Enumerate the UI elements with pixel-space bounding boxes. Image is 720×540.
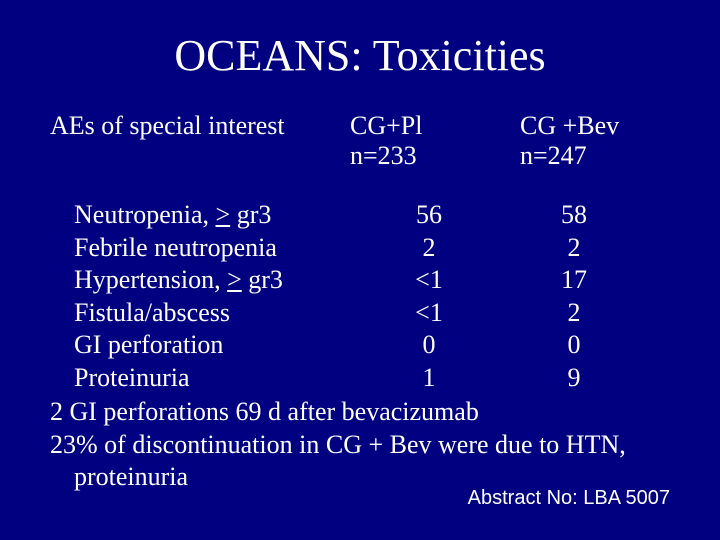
- value-col2: 58: [504, 199, 644, 232]
- ae-label: Febrile neutropenia: [50, 232, 354, 265]
- value-col1: 56: [354, 199, 504, 232]
- slide: OCEANS: Toxicities AEs of special intere…: [0, 0, 720, 540]
- data-rows: Neutropenia, > gr3 56 58 Febrile neutrop…: [50, 199, 670, 394]
- ae-label: Proteinuria: [50, 362, 354, 395]
- table-row: Fistula/abscess <1 2: [50, 297, 670, 330]
- abstract-number: Abstract No: LBA 5007: [468, 487, 670, 510]
- value-col2: 0: [504, 329, 644, 362]
- value-col1: <1: [354, 264, 504, 297]
- note-line: 2 GI perforations 69 d after bevacizumab: [50, 396, 670, 429]
- page-title: OCEANS: Toxicities: [50, 30, 670, 81]
- header-col2-line2: n=247: [520, 141, 670, 171]
- ae-label: Hypertension, > gr3: [50, 264, 354, 297]
- header-col1: CG+Pl n=233: [350, 111, 520, 171]
- value-col1: 1: [354, 362, 504, 395]
- value-col1: <1: [354, 297, 504, 330]
- table-row: Hypertension, > gr3 <1 17: [50, 264, 670, 297]
- notes: 2 GI perforations 69 d after bevacizumab…: [50, 396, 670, 494]
- ae-label: GI perforation: [50, 329, 354, 362]
- table-row: Neutropenia, > gr3 56 58: [50, 199, 670, 232]
- header-col2-line1: CG +Bev: [520, 111, 670, 141]
- table-row: Febrile neutropenia 2 2: [50, 232, 670, 265]
- header-col1-line2: n=233: [350, 141, 520, 171]
- value-col2: 2: [504, 232, 644, 265]
- table-row: GI perforation 0 0: [50, 329, 670, 362]
- header-col1-line1: CG+Pl: [350, 111, 520, 141]
- ae-label: Neutropenia, > gr3: [50, 199, 354, 232]
- value-col2: 9: [504, 362, 644, 395]
- note-line: 23% of discontinuation in CG + Bev were …: [50, 429, 670, 462]
- value-col2: 17: [504, 264, 644, 297]
- ae-label: Fistula/abscess: [50, 297, 354, 330]
- table-row: Proteinuria 1 9: [50, 362, 670, 395]
- value-col2: 2: [504, 297, 644, 330]
- header-col2: CG +Bev n=247: [520, 111, 670, 171]
- value-col1: 2: [354, 232, 504, 265]
- column-headers: AEs of special interest CG+Pl n=233 CG +…: [50, 111, 670, 171]
- value-col1: 0: [354, 329, 504, 362]
- header-label: AEs of special interest: [50, 111, 350, 171]
